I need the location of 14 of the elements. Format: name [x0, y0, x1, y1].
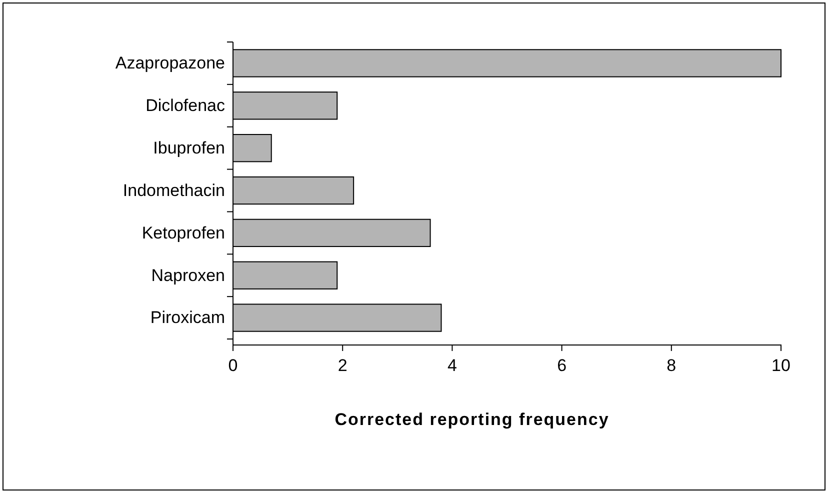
y-tick-label: Ketoprofen: [142, 223, 225, 242]
y-tick-label: Ibuprofen: [153, 138, 225, 158]
x-tick-label: 10: [772, 356, 790, 376]
y-tick-label: Piroxicam: [150, 308, 225, 328]
x-tick-label: 0: [228, 356, 238, 376]
x-axis-title: Corrected reporting frequency: [334, 410, 610, 429]
y-tick-label: Azapropazone: [115, 54, 225, 73]
x-tick-label: 4: [447, 356, 457, 376]
y-tick-label: Indomethacin: [122, 180, 225, 200]
y-tick-label: Naproxen: [151, 266, 225, 285]
y-tick-label: Diclofenac: [146, 96, 226, 116]
x-tick-label: 2: [338, 356, 348, 376]
x-tick-label: 8: [666, 356, 676, 376]
x-tick-label: 6: [557, 356, 567, 376]
